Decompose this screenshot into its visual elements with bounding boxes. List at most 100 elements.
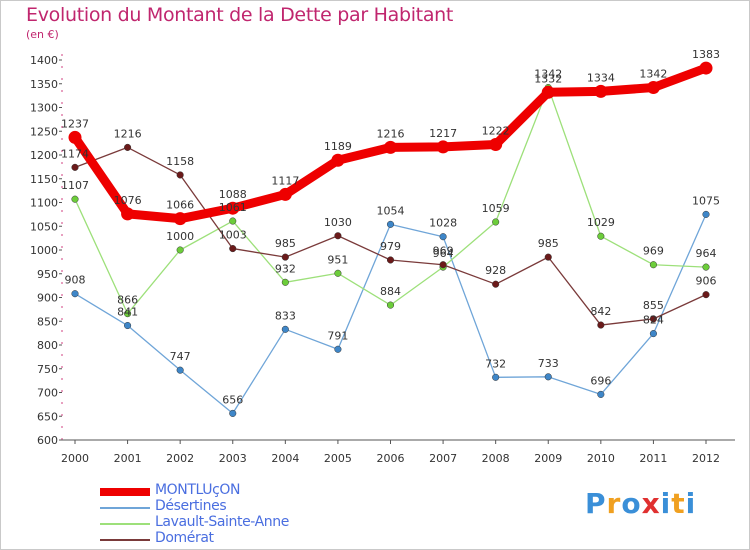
logo-letter: x — [641, 487, 661, 520]
data-point — [386, 301, 395, 309]
data-label: 1054 — [377, 204, 405, 217]
data-label: 1117 — [271, 174, 299, 187]
data-point — [384, 140, 397, 154]
data-label: 1174 — [61, 147, 89, 160]
data-label: 979 — [380, 240, 401, 253]
data-point — [436, 140, 450, 154]
data-point — [124, 321, 132, 330]
data-point — [439, 261, 447, 269]
data-label: 1383 — [692, 48, 720, 61]
data-point — [544, 373, 552, 381]
data-label: 985 — [538, 237, 559, 250]
data-point — [702, 291, 710, 299]
data-point — [229, 245, 237, 253]
logo-letter: o — [621, 487, 642, 520]
legend-swatch-3 — [100, 539, 150, 541]
data-point — [649, 261, 657, 269]
logo-letter: P — [585, 487, 607, 520]
logo-letter: r — [606, 487, 622, 520]
data-label: 1030 — [324, 216, 352, 229]
data-point — [541, 85, 555, 99]
y-tick-label: 1400 — [30, 54, 58, 67]
y-tick-label: 850 — [37, 315, 58, 328]
data-label: 824 — [643, 314, 664, 327]
y-tick-label: 650 — [37, 410, 58, 423]
logo-letter: t — [671, 487, 686, 520]
legend-swatch-0 — [100, 488, 150, 496]
data-point — [386, 256, 395, 264]
x-tick-label: 2005 — [324, 452, 352, 465]
data-label: 1158 — [166, 155, 194, 168]
data-label: 1342 — [639, 68, 667, 81]
data-label: 906 — [696, 275, 717, 288]
data-point — [68, 130, 82, 144]
data-point — [331, 153, 345, 167]
x-tick-label: 2010 — [587, 452, 615, 465]
legend-swatch-1 — [100, 507, 150, 509]
data-point — [71, 195, 79, 203]
data-point — [334, 232, 342, 240]
data-label: 855 — [643, 299, 664, 312]
data-point — [699, 61, 713, 75]
data-label: 1216 — [114, 127, 142, 140]
x-tick-label: 2001 — [114, 452, 142, 465]
data-label: 1088 — [219, 188, 247, 201]
x-tick-label: 2009 — [534, 452, 562, 465]
data-point — [386, 220, 395, 228]
data-label: 833 — [275, 309, 296, 322]
legend-swatch-2 — [100, 523, 150, 525]
y-tick-label: 900 — [37, 292, 58, 305]
data-point — [489, 138, 503, 152]
x-tick-label: 2012 — [692, 452, 720, 465]
data-label: 1003 — [219, 229, 247, 242]
y-tick-label: 1250 — [30, 125, 58, 138]
x-tick-label: 2008 — [482, 452, 510, 465]
x-tick-label: 2003 — [219, 452, 247, 465]
data-point — [597, 232, 605, 240]
data-point — [702, 263, 710, 271]
data-point — [71, 163, 79, 171]
data-point — [492, 218, 500, 226]
data-point — [281, 253, 289, 261]
data-label: 791 — [327, 329, 348, 342]
data-label: 1222 — [482, 125, 510, 138]
data-label: 969 — [433, 245, 454, 258]
data-point — [229, 409, 237, 417]
y-tick-label: 750 — [37, 363, 58, 376]
data-point — [173, 212, 187, 226]
chart-subtitle: (en €) — [26, 28, 59, 41]
data-point — [544, 253, 552, 261]
data-point — [334, 269, 342, 277]
data-point — [278, 187, 292, 201]
y-tick-label: 950 — [37, 268, 58, 281]
data-label: 1075 — [692, 194, 720, 207]
data-label: 1342 — [534, 68, 562, 81]
data-point — [492, 373, 500, 381]
data-label: 1332 — [534, 72, 562, 85]
data-point — [594, 84, 608, 98]
legend-label-3: Domérat — [155, 530, 214, 546]
data-label: 951 — [327, 253, 348, 266]
y-tick-label: 1100 — [30, 197, 58, 210]
y-tick-label: 1050 — [30, 220, 58, 233]
data-label: 1028 — [429, 217, 457, 230]
data-point — [71, 290, 79, 298]
y-tick-label: 600 — [37, 434, 58, 447]
chart-title: Evolution du Montant de la Dette par Hab… — [26, 4, 454, 26]
y-tick-label: 1150 — [30, 173, 58, 186]
x-tick-label: 2000 — [61, 452, 89, 465]
data-point — [121, 207, 135, 221]
data-point — [229, 217, 237, 225]
data-label: 866 — [117, 294, 138, 307]
data-point — [439, 233, 447, 241]
data-point — [176, 366, 184, 374]
data-label: 964 — [433, 247, 454, 260]
data-point — [597, 390, 605, 398]
data-label: 1029 — [587, 216, 615, 229]
data-point — [646, 81, 660, 95]
proxiti-logo: Proxiti — [585, 487, 696, 520]
data-label: 1000 — [166, 230, 194, 243]
data-label: 1216 — [377, 127, 405, 140]
chart-legend: MONTLUçON Désertines Lavault-Sainte-Anne… — [100, 482, 360, 548]
data-point — [281, 278, 289, 286]
